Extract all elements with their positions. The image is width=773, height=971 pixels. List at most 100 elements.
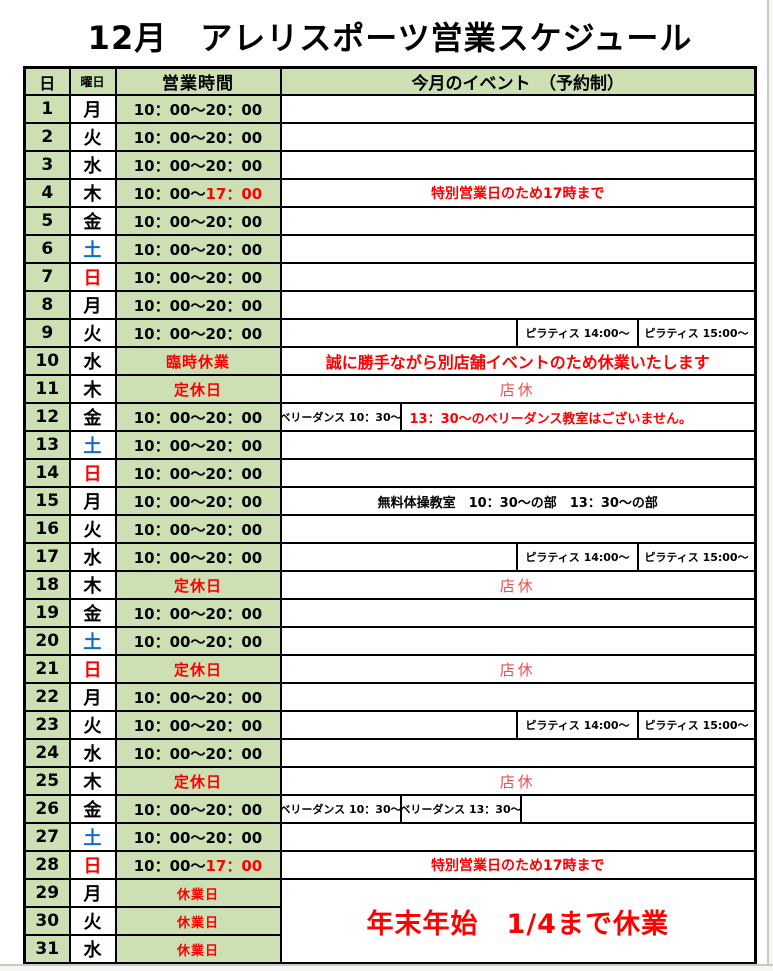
table-row: 17 水 10：00～20：00 ピラティス 14:00～ ピラティス 15:00～ bbox=[23, 542, 757, 572]
table-row: 18 木 定休日 店休 bbox=[23, 570, 757, 600]
weekday-cell: 日 bbox=[68, 654, 117, 684]
hours-text: 10：00～20：00 bbox=[133, 828, 263, 847]
weekday-cell: 木 bbox=[68, 766, 117, 796]
hours-text: 10：00～20：00 bbox=[133, 240, 263, 259]
table-row: 15 月 10：00～20：00 無料体操教室 10：30～の部 13：30～の部 bbox=[23, 486, 757, 516]
event-spacer bbox=[283, 713, 517, 737]
weekday-cell: 土 bbox=[68, 626, 117, 656]
event-cell bbox=[279, 430, 757, 460]
day-cell: 23 bbox=[23, 710, 71, 740]
hours-cell: 10：00～20：00 bbox=[114, 486, 282, 516]
table-row: 2 火 10：00～20：00 bbox=[23, 122, 757, 152]
hours-text: 10：00～20：00 bbox=[133, 604, 263, 623]
hours-text: 10：00～20：00 bbox=[133, 436, 263, 455]
table-row: 27 土 10：00～20：00 bbox=[23, 822, 757, 852]
hours-cell: 定休日 bbox=[114, 570, 282, 600]
weekday-cell: 金 bbox=[68, 794, 117, 824]
event-cell bbox=[279, 150, 757, 180]
weekday-cell: 木 bbox=[68, 374, 117, 404]
event-cell bbox=[279, 206, 757, 236]
hours-cell: 10：00～20：00 bbox=[114, 290, 282, 320]
event-cell: 店休 bbox=[279, 654, 757, 684]
table-row: 12 金 10：00～20：00 ベリーダンス 10：30～ 13：30～のベリーダンス… bbox=[23, 402, 757, 432]
hours-text: 10：00～ bbox=[133, 184, 206, 203]
belly-dance-cell: ベリーダンス 13：30～ bbox=[399, 797, 522, 821]
weekday-cell: 月 bbox=[68, 486, 117, 516]
hours-early-close-text: 17：00 bbox=[205, 856, 263, 875]
day-cell: 27 bbox=[23, 822, 71, 852]
table-row: 28 日 10：00～17：00 特別営業日のため17時まで bbox=[23, 850, 757, 880]
event-notice-text: 店休 bbox=[499, 660, 536, 679]
table-row: 23 火 10：00～20：00 ピラティス 14:00～ ピラティス 15:00～ bbox=[23, 710, 757, 740]
hours-text: 10：00～20：00 bbox=[133, 100, 263, 119]
event-cell: ピラティス 14:00～ ピラティス 15:00～ bbox=[279, 710, 757, 740]
day-cell: 25 bbox=[23, 766, 71, 796]
event-notice-text: 無料体操教室 10：30～の部 13：30～の部 bbox=[377, 495, 658, 511]
event-spacer bbox=[522, 797, 754, 821]
event-cell bbox=[279, 262, 757, 292]
page-edge-right bbox=[767, 0, 773, 971]
hours-cell: 休業日 bbox=[114, 934, 282, 965]
hours-text: 10：00～20：00 bbox=[133, 744, 263, 763]
hours-cell: 定休日 bbox=[114, 654, 282, 684]
table-row: 30 火 休業日 bbox=[23, 906, 756, 936]
event-notice-text: 年末年始 1/4まで休業 bbox=[366, 908, 669, 940]
table-row: 20 土 10：00～20：00 bbox=[23, 626, 757, 656]
event-segments: ピラティス 14:00～ ピラティス 15:00～ bbox=[283, 713, 754, 737]
table-row: 4 木 10：00～17：00 特別営業日のため17時まで bbox=[23, 178, 757, 208]
hours-cell: 10：00～20：00 bbox=[114, 122, 282, 152]
header-row: 日 曜日 営業時間 今月のイベント （予約制） bbox=[23, 66, 757, 96]
day-cell: 28 bbox=[23, 850, 71, 880]
schedule-page: 12月 アレリスポーツ営業スケジュール 日 曜日 営業時間 今月のイベント （予… bbox=[23, 0, 757, 965]
day-cell: 26 bbox=[23, 794, 71, 824]
hours-text: 10：00～20：00 bbox=[133, 492, 263, 511]
day-cell: 21 bbox=[23, 654, 71, 684]
weekday-cell: 日 bbox=[68, 262, 117, 292]
hours-text: 10：00～20：00 bbox=[133, 212, 263, 231]
hours-cell: 10：00～20：00 bbox=[114, 430, 282, 460]
hours-text: 10：00～20：00 bbox=[133, 520, 263, 539]
hours-text: 10：00～20：00 bbox=[133, 632, 263, 651]
weekday-cell: 水 bbox=[68, 738, 117, 768]
pilates-15-cell: ピラティス 15:00～ bbox=[637, 545, 754, 569]
day-cell: 29 bbox=[23, 878, 71, 908]
event-segments: ピラティス 14:00～ ピラティス 15:00～ bbox=[283, 321, 754, 345]
event-cell bbox=[279, 94, 757, 124]
hours-cell: 定休日 bbox=[114, 374, 282, 404]
weekday-cell: 日 bbox=[68, 458, 117, 488]
day-cell: 4 bbox=[23, 178, 71, 208]
event-notice-text: 店休 bbox=[499, 380, 536, 399]
table-row: 26 金 10：00～20：00 ベリーダンス 10：30～ ベリーダンス 13：30～ bbox=[23, 794, 757, 824]
event-cell bbox=[279, 122, 757, 152]
weekday-cell: 日 bbox=[68, 850, 117, 880]
closed-status-text: 定休日 bbox=[173, 772, 222, 791]
hours-cell: 10：00～20：00 bbox=[114, 682, 282, 712]
table-row: 6 土 10：00～20：00 bbox=[23, 234, 757, 264]
day-cell: 10 bbox=[23, 346, 71, 376]
schedule-table: 日 曜日 営業時間 今月のイベント （予約制） 1 月 10：00～20：00 2 火 1… bbox=[23, 66, 757, 965]
event-cell: ピラティス 14:00～ ピラティス 15:00～ bbox=[279, 542, 757, 572]
event-cell: ピラティス 14:00～ ピラティス 15:00～ bbox=[279, 318, 757, 348]
weekday-cell: 火 bbox=[68, 906, 117, 936]
hours-text: 10：00～20：00 bbox=[133, 156, 263, 175]
pilates-15-cell: ピラティス 15:00～ bbox=[637, 713, 754, 737]
event-segments: ピラティス 14:00～ ピラティス 15:00～ bbox=[283, 545, 754, 569]
weekday-cell: 水 bbox=[68, 346, 117, 376]
event-cell bbox=[279, 822, 757, 852]
table-row: 3 水 10：00～20：00 bbox=[23, 150, 757, 180]
hours-cell: 10：00～20：00 bbox=[114, 206, 282, 236]
weekday-cell: 土 bbox=[68, 430, 117, 460]
hours-cell: 10：00～20：00 bbox=[114, 318, 282, 348]
weekday-cell: 水 bbox=[68, 934, 117, 965]
event-notice-text: 店休 bbox=[499, 576, 536, 595]
page-edge-bottom bbox=[0, 964, 773, 971]
day-cell: 14 bbox=[23, 458, 71, 488]
hours-cell: 臨時休業 bbox=[114, 346, 282, 376]
hours-text: 10：00～20：00 bbox=[133, 688, 263, 707]
day-cell: 19 bbox=[23, 598, 71, 628]
event-cell bbox=[279, 738, 757, 768]
hours-cell: 10：00～20：00 bbox=[114, 150, 282, 180]
hours-cell: 10：00～20：00 bbox=[114, 542, 282, 572]
event-cell: ベリーダンス 10：30～ 13：30～のベリーダンス教室はございません。 bbox=[279, 402, 757, 432]
day-cell: 20 bbox=[23, 626, 71, 656]
